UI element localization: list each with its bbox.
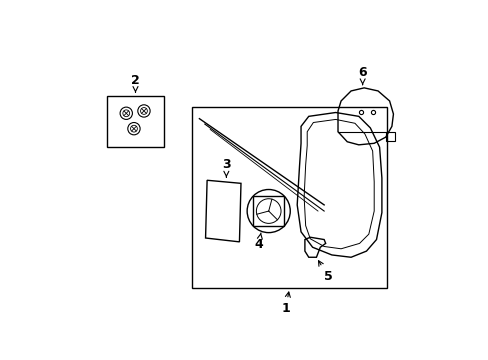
Text: 6: 6 bbox=[358, 66, 366, 85]
Text: 3: 3 bbox=[222, 158, 230, 177]
Bar bbox=[385, 132, 394, 141]
Text: 2: 2 bbox=[131, 74, 140, 92]
Bar bbox=[107, 95, 163, 147]
Text: 4: 4 bbox=[254, 233, 263, 251]
Text: 1: 1 bbox=[281, 292, 290, 315]
Text: 5: 5 bbox=[318, 261, 332, 283]
Bar bbox=[253, 195, 284, 226]
Bar bbox=[191, 107, 386, 288]
